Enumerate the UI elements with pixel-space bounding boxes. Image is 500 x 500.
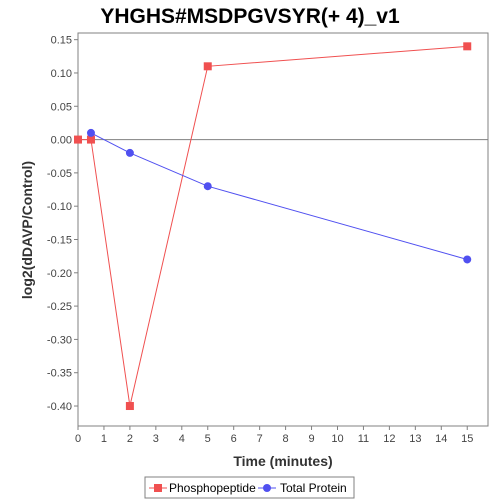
x-tick-label: 13 <box>409 433 421 445</box>
total-protein-point <box>203 182 212 191</box>
y-tick-label: 0.00 <box>51 135 72 147</box>
legend-phosphopeptide-label: Phosphopeptide <box>169 481 256 495</box>
legend: Phosphopeptide Total Protein <box>144 476 355 499</box>
x-tick-label: 15 <box>461 433 473 445</box>
y-tick-label: 0.10 <box>51 68 72 80</box>
x-tick-label: 8 <box>283 433 289 445</box>
phosphopeptide-point <box>203 62 212 71</box>
plot-area <box>77 32 489 427</box>
x-axis-label: Time (minutes) <box>233 453 332 469</box>
x-tick-label: 10 <box>331 433 343 445</box>
x-tick-label: 9 <box>308 433 314 445</box>
x-tick-label: 7 <box>257 433 263 445</box>
y-tick-label: -0.30 <box>47 334 72 346</box>
x-tick-label: 4 <box>179 433 185 445</box>
phosphopeptide-point <box>86 135 95 144</box>
total-protein-point <box>463 255 472 264</box>
y-tick-label: -0.25 <box>47 301 72 313</box>
x-axis: 0 1 2 3 4 5 6 7 8 9 10 11 12 13 14 15 <box>75 426 473 445</box>
y-tick-label: 0.15 <box>51 35 72 47</box>
x-tick-label: 12 <box>383 433 395 445</box>
total-protein-point <box>125 148 134 157</box>
series-layer <box>74 42 472 411</box>
y-axis-label: log2(dDAVP/Control) <box>19 161 35 299</box>
x-tick-label: 2 <box>127 433 133 445</box>
phosphopeptide-point <box>463 42 472 51</box>
x-tick-label: 0 <box>75 433 81 445</box>
y-tick-label: -0.35 <box>47 368 72 380</box>
x-tick-label: 5 <box>205 433 211 445</box>
legend-total-protein-label: Total Protein <box>280 481 347 495</box>
y-tick-label: -0.10 <box>47 201 72 213</box>
y-axis: 0.15 0.10 0.05 0.00 -0.05 -0.10 -0.15 -0.20 -0.2… <box>47 35 78 413</box>
phosphopeptide-point <box>74 135 82 144</box>
x-tick-label: 1 <box>101 433 107 445</box>
legend-box <box>144 476 355 499</box>
x-tick-label: 6 <box>231 433 237 445</box>
phosphopeptide-point <box>125 402 134 411</box>
x-tick-label: 14 <box>435 433 447 445</box>
x-tick-label: 3 <box>153 433 159 445</box>
y-tick-label: -0.05 <box>47 168 72 180</box>
total-protein-point <box>86 128 95 137</box>
chart-title: YHGHS#MSDPGVSYR(+ 4)_v1 <box>100 5 400 28</box>
x-tick-label: 11 <box>358 433 369 445</box>
legend-phosphopeptide-marker <box>154 484 162 492</box>
total-protein-line <box>90 132 468 260</box>
y-tick-label: -0.15 <box>47 234 72 246</box>
y-tick-label: -0.20 <box>47 268 72 280</box>
y-tick-label: 0.05 <box>51 101 72 113</box>
y-tick-label: -0.40 <box>47 401 72 413</box>
legend-total-protein-marker <box>263 484 271 492</box>
